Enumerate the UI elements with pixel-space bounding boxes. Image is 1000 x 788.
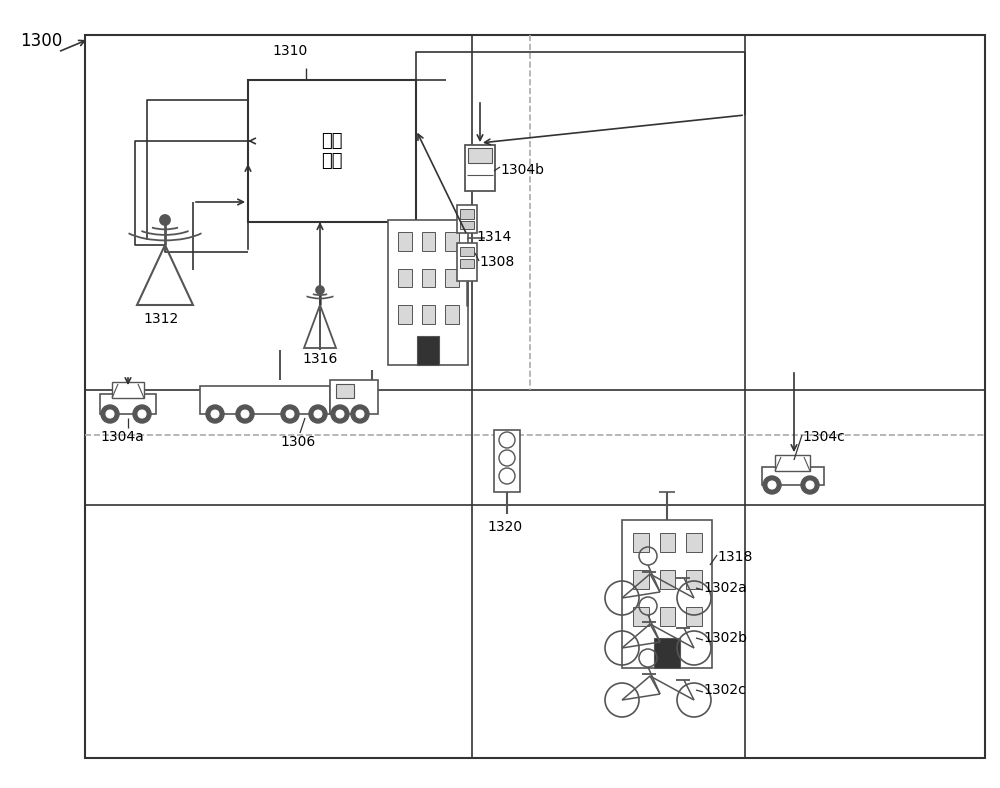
Bar <box>686 607 702 626</box>
Text: 1304c: 1304c <box>802 430 845 444</box>
Circle shape <box>763 476 781 494</box>
Bar <box>775 455 810 471</box>
Text: 1304b: 1304b <box>500 163 544 177</box>
Bar <box>633 533 649 552</box>
Circle shape <box>336 410 344 418</box>
Circle shape <box>211 410 219 418</box>
Circle shape <box>236 405 254 423</box>
Text: 1302b: 1302b <box>703 631 747 645</box>
Bar <box>465 145 495 191</box>
Bar <box>388 220 468 365</box>
Text: 1308: 1308 <box>479 255 514 269</box>
Bar <box>422 269 435 288</box>
Bar <box>460 221 474 229</box>
Text: 1302a: 1302a <box>703 581 747 595</box>
Bar <box>445 269 459 288</box>
Bar <box>468 148 492 163</box>
Circle shape <box>801 476 819 494</box>
Bar <box>417 336 439 365</box>
Bar <box>660 570 675 589</box>
Circle shape <box>309 405 327 423</box>
Circle shape <box>314 410 322 418</box>
Bar <box>460 209 474 219</box>
Text: 1304a: 1304a <box>100 430 144 444</box>
Circle shape <box>768 481 776 489</box>
Bar <box>460 247 474 256</box>
Bar <box>398 269 412 288</box>
Circle shape <box>206 405 224 423</box>
Circle shape <box>316 286 324 294</box>
Text: 1302c: 1302c <box>703 683 746 697</box>
Circle shape <box>133 405 151 423</box>
Text: 1312: 1312 <box>143 312 178 326</box>
Bar <box>686 533 702 552</box>
Bar <box>200 386 330 414</box>
Bar <box>422 305 435 324</box>
Bar <box>762 467 824 485</box>
Bar <box>494 430 520 492</box>
Circle shape <box>286 410 294 418</box>
Text: 网络
实体: 网络 实体 <box>321 132 343 170</box>
Bar <box>398 232 412 251</box>
Bar <box>336 384 354 398</box>
Bar <box>633 607 649 626</box>
Circle shape <box>356 410 364 418</box>
Bar <box>445 232 459 251</box>
Bar <box>248 80 416 222</box>
Circle shape <box>351 405 369 423</box>
Circle shape <box>101 405 119 423</box>
Circle shape <box>160 215 170 225</box>
Circle shape <box>331 405 349 423</box>
Circle shape <box>281 405 299 423</box>
Bar <box>654 638 680 668</box>
Circle shape <box>806 481 814 489</box>
Circle shape <box>241 410 249 418</box>
Circle shape <box>138 410 146 418</box>
Bar <box>633 570 649 589</box>
Bar <box>112 382 144 398</box>
Bar <box>660 607 675 626</box>
Bar <box>422 232 435 251</box>
Circle shape <box>106 410 114 418</box>
Text: 1320: 1320 <box>487 520 522 534</box>
Text: 1316: 1316 <box>302 352 337 366</box>
Bar <box>445 305 459 324</box>
Text: 1314: 1314 <box>476 230 511 244</box>
Text: 1306: 1306 <box>280 435 315 449</box>
Bar <box>330 380 378 414</box>
Bar <box>622 520 712 668</box>
Bar <box>398 305 412 324</box>
Bar <box>686 570 702 589</box>
Text: 1318: 1318 <box>717 550 752 564</box>
Bar <box>100 394 156 414</box>
Bar <box>660 533 675 552</box>
Text: 1300: 1300 <box>20 32 62 50</box>
Text: 1310: 1310 <box>272 44 307 58</box>
Bar <box>457 205 477 233</box>
Bar <box>457 243 477 281</box>
Bar <box>460 259 474 268</box>
